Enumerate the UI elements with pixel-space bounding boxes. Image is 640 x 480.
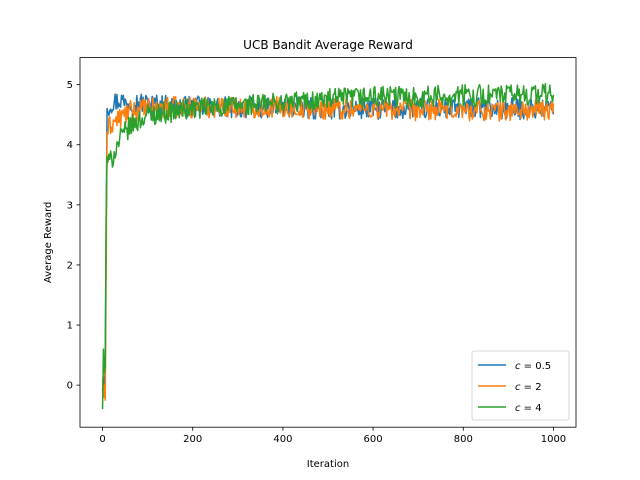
x-axis: 0 200 400 600 800 1000 <box>99 427 566 445</box>
legend: c = 0.5 c = 2 c = 4 <box>471 350 570 421</box>
legend-label: c = 0.5 <box>515 361 551 372</box>
y-tick-label: 2 <box>67 260 73 271</box>
y-tick-label: 1 <box>67 321 73 332</box>
axes-frame <box>79 57 577 428</box>
x-tick-label: 0 <box>99 434 105 445</box>
x-tick-label: 200 <box>183 434 202 445</box>
x-tick-label: 600 <box>364 434 383 445</box>
y-axis-label: Average Reward <box>43 202 54 283</box>
y-axis: 0 1 2 3 4 5 <box>67 80 80 392</box>
y-tick-label: 3 <box>67 200 73 211</box>
x-tick-label: 800 <box>454 434 473 445</box>
x-axis-label: Iteration <box>307 459 349 470</box>
x-tick-label: 400 <box>273 434 292 445</box>
chart-title: UCB Bandit Average Reward <box>243 38 413 52</box>
legend-box <box>471 350 570 421</box>
series-layer <box>101 82 555 410</box>
y-tick-label: 0 <box>67 381 73 392</box>
legend-label: c = 2 <box>515 382 542 393</box>
y-tick-label: 5 <box>67 80 73 91</box>
plot-area <box>79 57 577 428</box>
y-tick-label: 4 <box>67 140 73 151</box>
series-line-3 <box>101 82 555 410</box>
legend-label: c = 4 <box>515 403 542 414</box>
x-tick-label: 1000 <box>541 434 566 445</box>
